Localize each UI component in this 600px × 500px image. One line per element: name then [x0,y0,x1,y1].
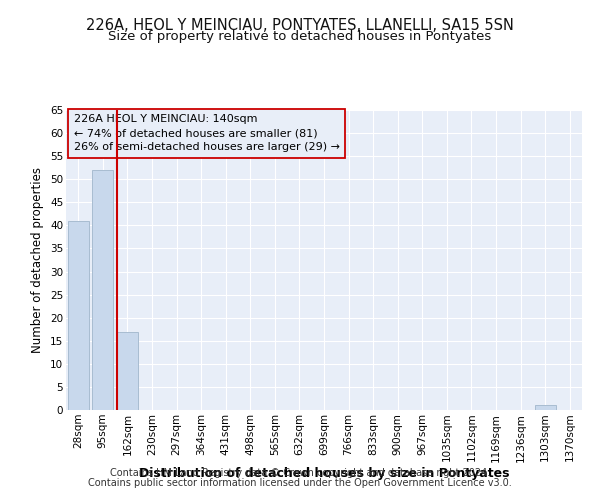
Bar [92,170,113,410]
Bar [535,406,556,410]
Text: Contains HM Land Registry data © Crown copyright and database right 2024.: Contains HM Land Registry data © Crown c… [110,468,490,477]
Text: Size of property relative to detached houses in Pontyates: Size of property relative to detached ho… [109,30,491,43]
Y-axis label: Number of detached properties: Number of detached properties [31,167,44,353]
X-axis label: Distribution of detached houses by size in Pontyates: Distribution of detached houses by size … [139,467,509,480]
Text: 226A HEOL Y MEINCIAU: 140sqm
← 74% of detached houses are smaller (81)
26% of se: 226A HEOL Y MEINCIAU: 140sqm ← 74% of de… [74,114,340,152]
Text: 226A, HEOL Y MEINCIAU, PONTYATES, LLANELLI, SA15 5SN: 226A, HEOL Y MEINCIAU, PONTYATES, LLANEL… [86,18,514,32]
Bar [117,332,138,410]
Text: Contains public sector information licensed under the Open Government Licence v3: Contains public sector information licen… [88,478,512,488]
Bar [68,221,89,410]
